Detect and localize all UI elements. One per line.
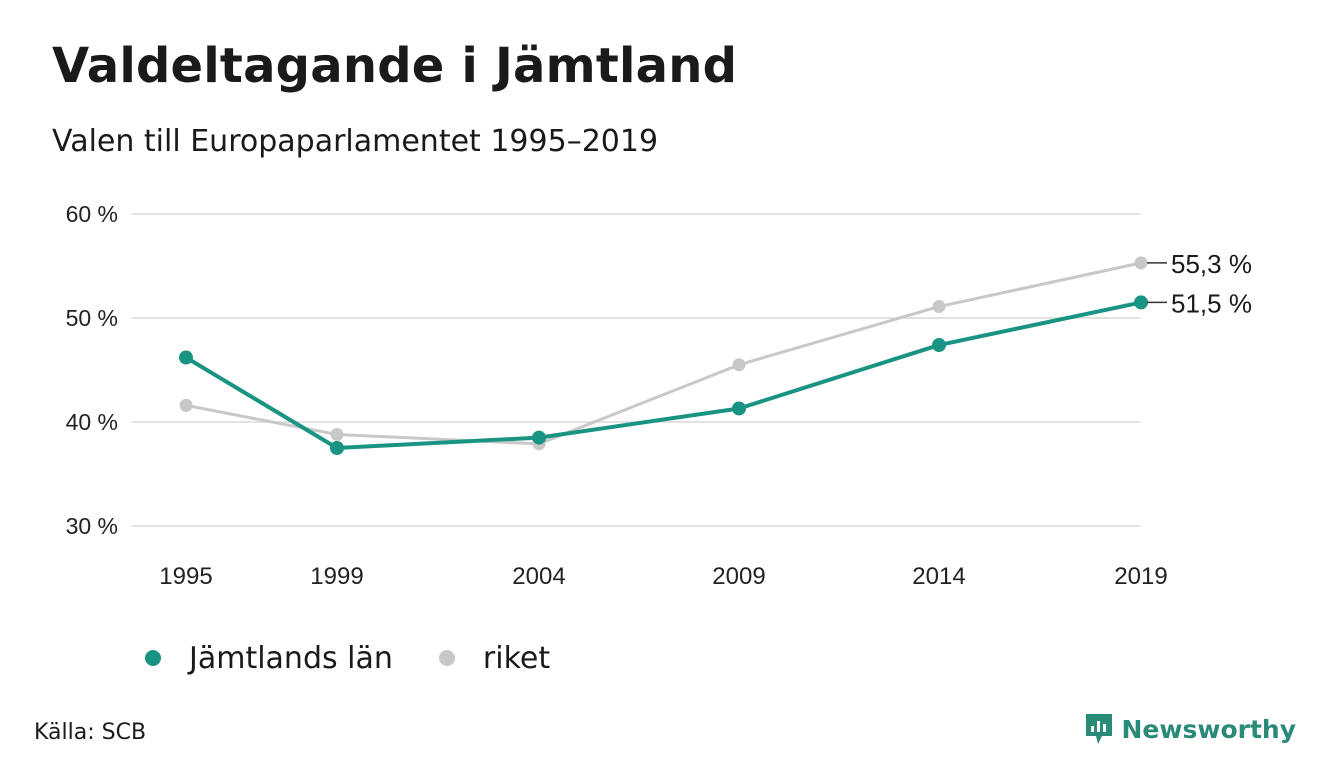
- data-point: [330, 441, 344, 455]
- data-point: [1134, 295, 1148, 310]
- legend-item-jamtland: Jämtlands län: [145, 641, 393, 676]
- data-point: [179, 350, 193, 365]
- data-point: [1134, 256, 1148, 270]
- x-tick-label: 2019: [1114, 563, 1167, 590]
- chart-subtitle: Valen till Europaparlamentet 1995–2019: [52, 124, 659, 159]
- y-tick-label: 40 %: [66, 409, 118, 435]
- brand-logo[interactable]: Newsworthy: [1084, 712, 1297, 746]
- data-point: [532, 430, 546, 445]
- y-tick-label: 50 %: [66, 305, 118, 331]
- x-tick-label: 1995: [159, 563, 212, 590]
- legend-label-jamtland: Jämtlands län: [189, 640, 393, 676]
- end-value-label: 51,5 %: [1171, 288, 1252, 318]
- legend-marker-riket: [438, 650, 455, 666]
- data-point: [732, 401, 746, 416]
- data-point: [330, 427, 344, 441]
- data-point: [732, 358, 746, 372]
- y-tick-label: 30 %: [66, 513, 118, 539]
- x-tick-label: 2009: [712, 563, 765, 590]
- data-point: [932, 338, 946, 353]
- x-tick-label: 2014: [912, 563, 965, 590]
- x-tick-label: 2004: [512, 563, 565, 590]
- source-note: Källa: SCB: [34, 720, 147, 745]
- series-line: [184, 300, 1143, 450]
- data-point: [932, 300, 946, 314]
- newsworthy-logo-icon: [1085, 714, 1112, 744]
- x-tick-label: 1999: [310, 563, 363, 590]
- end-value-label: 55,3 %: [1171, 249, 1252, 279]
- legend-label-riket: riket: [482, 640, 551, 676]
- chart-title: Valdeltagande i Jämtland: [52, 38, 738, 94]
- line-chart: 30 % 40 % 50 % 60 % 1995 1999 2004 2009 2014 2019…: [66, 201, 1252, 590]
- chart-legend: Jämtlands län riket: [145, 636, 596, 680]
- data-point: [179, 398, 193, 412]
- series-line: [184, 261, 1143, 446]
- legend-marker-jamtland: [145, 650, 161, 666]
- y-tick-label: 60 %: [66, 201, 118, 227]
- brand-name: Newsworthy: [1121, 714, 1297, 744]
- legend-item-riket: riket: [438, 640, 551, 676]
